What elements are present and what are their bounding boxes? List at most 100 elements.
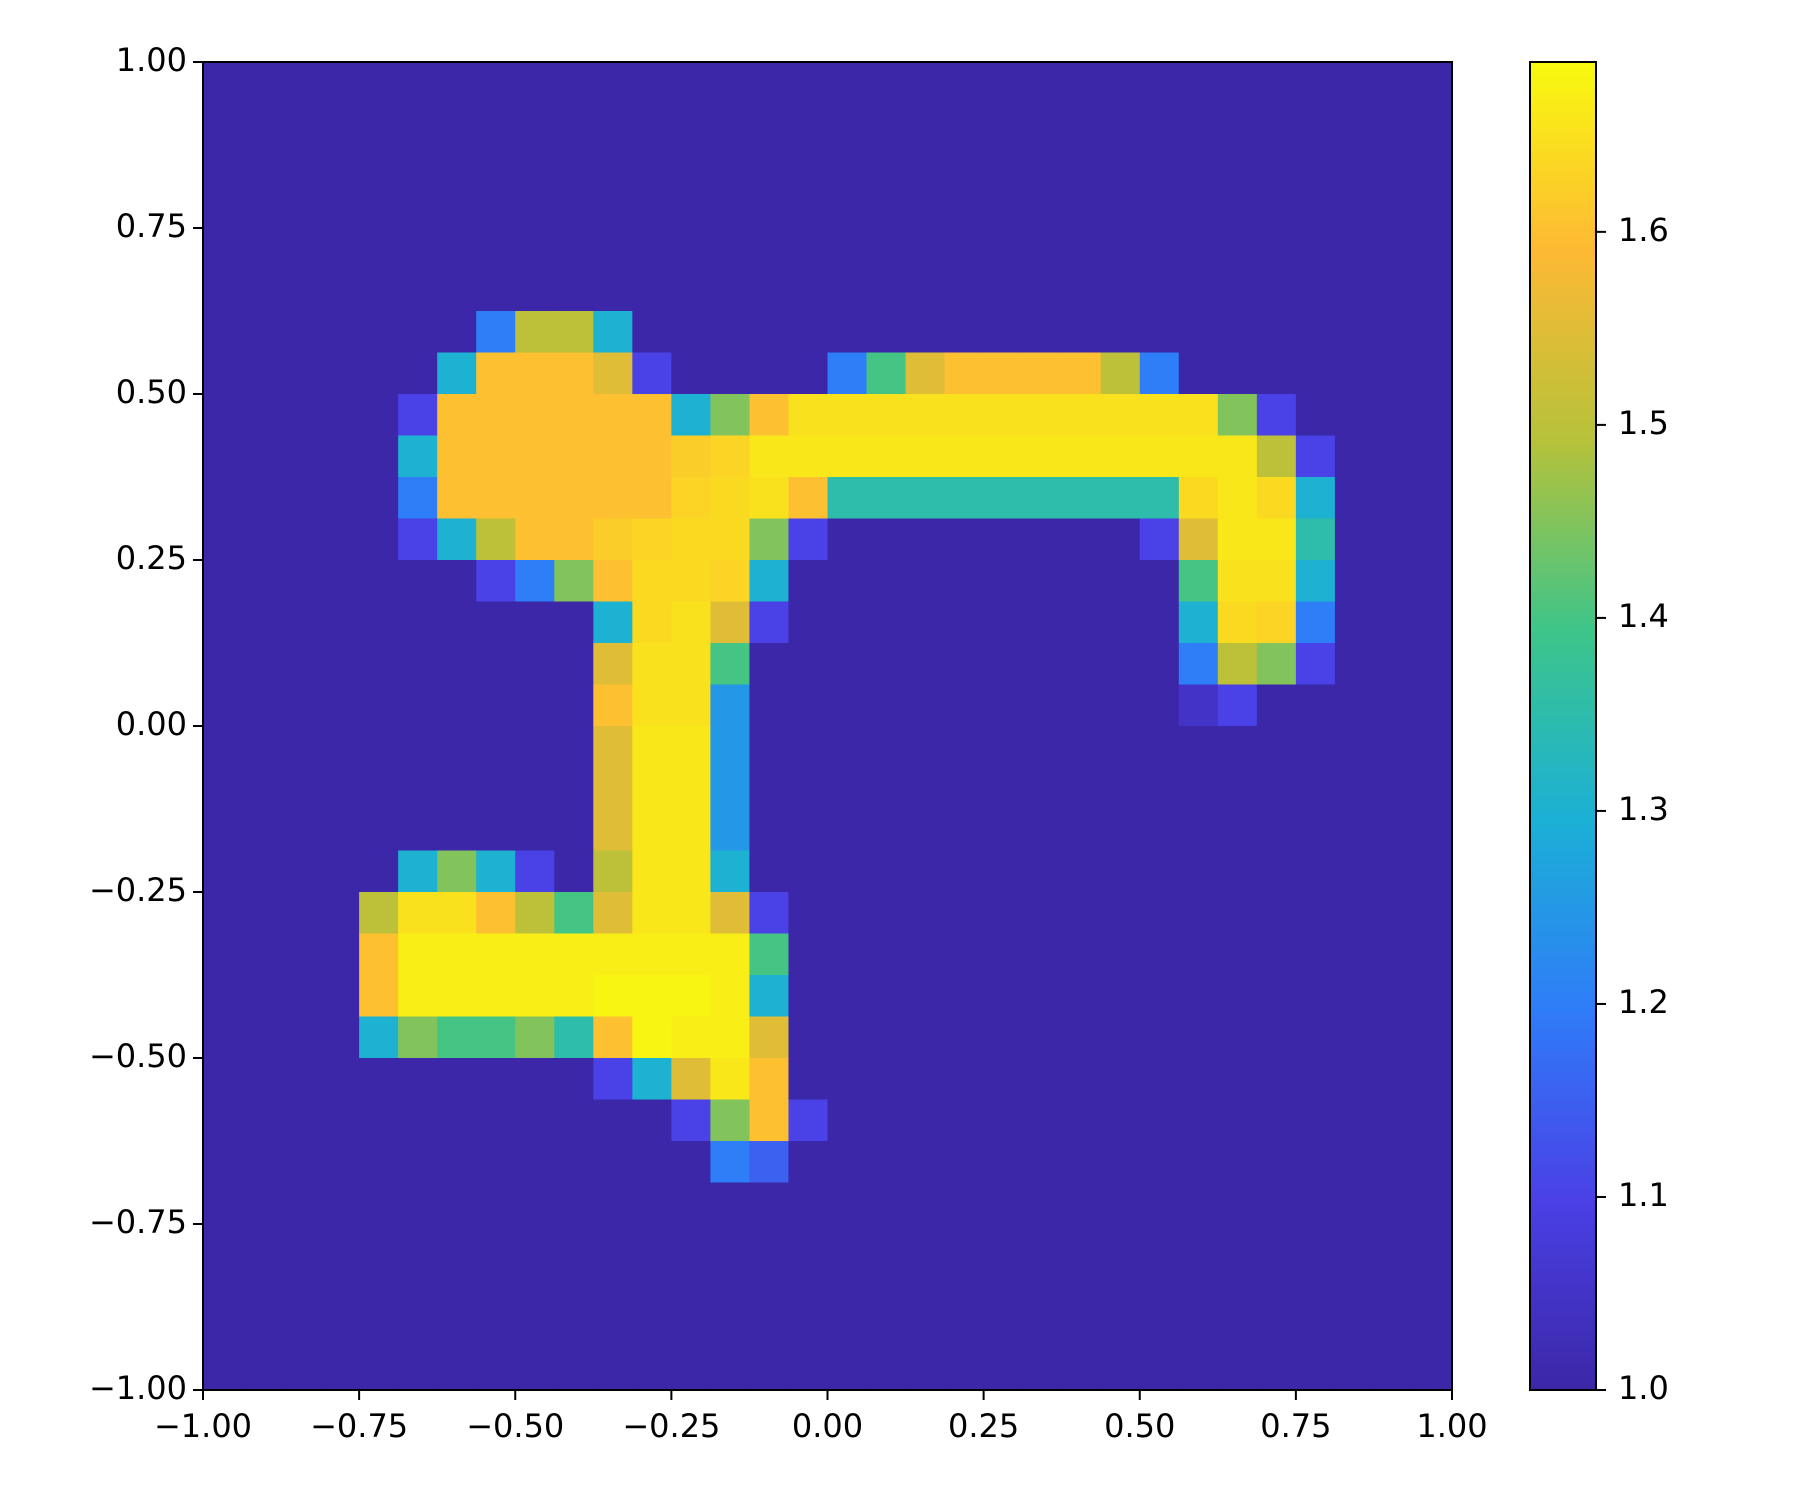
heatmap-cell: [1295, 892, 1336, 935]
heatmap-cell: [437, 62, 477, 105]
colorbar-tick-label: 1.5: [1618, 404, 1669, 442]
heatmap-cell: [398, 892, 438, 935]
heatmap-cell: [788, 103, 829, 146]
heatmap-cell: [1373, 269, 1414, 312]
heatmap-cell: [554, 1307, 594, 1350]
heatmap-cell: [1412, 560, 1453, 603]
heatmap-cell: [749, 186, 790, 229]
heatmap-cell: [1217, 394, 1258, 437]
heatmap-cell: [1334, 1099, 1375, 1142]
heatmap-cell: [398, 684, 438, 727]
heatmap-cell: [827, 435, 868, 478]
heatmap-cell: [1139, 933, 1180, 976]
heatmap-cell: [320, 767, 360, 810]
heatmap-cell: [866, 394, 907, 437]
heatmap-cell: [1061, 1182, 1102, 1225]
heatmap-cell: [710, 809, 751, 852]
heatmap-cell: [515, 1265, 555, 1308]
heatmap-cell: [203, 1016, 243, 1059]
heatmap-cell: [1139, 1265, 1180, 1308]
heatmap-cell: [359, 1265, 399, 1308]
heatmap-cell: [1217, 767, 1258, 810]
heatmap-cell: [1217, 975, 1258, 1018]
heatmap-cell: [1022, 1141, 1063, 1184]
heatmap-cell: [710, 1224, 751, 1267]
heatmap-cell: [1334, 1058, 1375, 1101]
heatmap-cell: [359, 145, 399, 188]
heatmap-cell: [1295, 1307, 1336, 1350]
heatmap-cell: [1373, 1307, 1414, 1350]
heatmap-cell: [671, 62, 712, 105]
heatmap-cell: [788, 643, 829, 686]
heatmap-cell: [944, 62, 985, 105]
heatmap-cell: [554, 560, 594, 603]
heatmap-cell: [1022, 518, 1063, 561]
heatmap-cell: [281, 352, 321, 395]
heatmap-cell: [866, 560, 907, 603]
heatmap-cell: [866, 186, 907, 229]
heatmap-cell: [359, 643, 399, 686]
heatmap-cell: [359, 352, 399, 395]
heatmap-cell: [437, 892, 477, 935]
heatmap-cell: [944, 892, 985, 935]
heatmap-cell: [632, 1307, 672, 1350]
heatmap-cell: [203, 1307, 243, 1350]
heatmap-cell: [827, 975, 868, 1018]
heatmap-cell: [983, 892, 1024, 935]
heatmap-cell: [320, 186, 360, 229]
heatmap-cell: [320, 145, 360, 188]
heatmap-cell: [320, 643, 360, 686]
heatmap-cell: [515, 892, 555, 935]
heatmap-cell: [1412, 311, 1453, 354]
heatmap-cell: [905, 1058, 946, 1101]
heatmap-cell: [671, 1348, 712, 1391]
heatmap-cell: [554, 1348, 594, 1391]
heatmap-cell: [866, 1224, 907, 1267]
heatmap-cell: [242, 1348, 282, 1391]
heatmap-cell: [1022, 62, 1063, 105]
heatmap-cell: [515, 560, 555, 603]
heatmap-cell: [710, 643, 751, 686]
heatmap-cell: [359, 1307, 399, 1350]
heatmap-cell: [398, 1099, 438, 1142]
heatmap-cell: [983, 62, 1024, 105]
heatmap-cell: [398, 1016, 438, 1059]
heatmap-cell: [1256, 1058, 1297, 1101]
heatmap-cell: [554, 228, 594, 271]
heatmap-cell: [1100, 560, 1141, 603]
heatmap-cell: [827, 892, 868, 935]
heatmap-cell: [437, 643, 477, 686]
heatmap-cell: [827, 1016, 868, 1059]
heatmap-cell: [398, 518, 438, 561]
heatmap-cell: [515, 767, 555, 810]
heatmap-cell: [944, 435, 985, 478]
heatmap-cell: [905, 186, 946, 229]
heatmap-cell: [242, 269, 282, 312]
heatmap-cell: [398, 269, 438, 312]
heatmap-cell: [671, 1307, 712, 1350]
heatmap-cell: [1217, 601, 1258, 644]
heatmap-cell: [788, 394, 829, 437]
heatmap-cell: [983, 767, 1024, 810]
heatmap-cell: [1217, 1182, 1258, 1225]
heatmap-cell: [203, 186, 243, 229]
heatmap-cell: [710, 311, 751, 354]
heatmap-cell: [1295, 850, 1336, 893]
heatmap-cell: [866, 435, 907, 478]
heatmap-cell: [1295, 1348, 1336, 1391]
heatmap-cell: [515, 1182, 555, 1225]
heatmap-cell: [1100, 435, 1141, 478]
heatmap-cell: [866, 311, 907, 354]
heatmap-cell: [827, 311, 868, 354]
heatmap-cell: [1217, 269, 1258, 312]
heatmap-cell: [281, 1265, 321, 1308]
heatmap-cell: [827, 103, 868, 146]
heatmap-cell: [593, 1016, 633, 1059]
heatmap-cell: [827, 228, 868, 271]
heatmap-cell: [359, 933, 399, 976]
heatmap-cell: [710, 435, 751, 478]
heatmap-cell: [1412, 1182, 1453, 1225]
y-tick-label: −0.50: [89, 1037, 187, 1075]
heatmap-cell: [320, 1224, 360, 1267]
heatmap-cell: [749, 1099, 790, 1142]
